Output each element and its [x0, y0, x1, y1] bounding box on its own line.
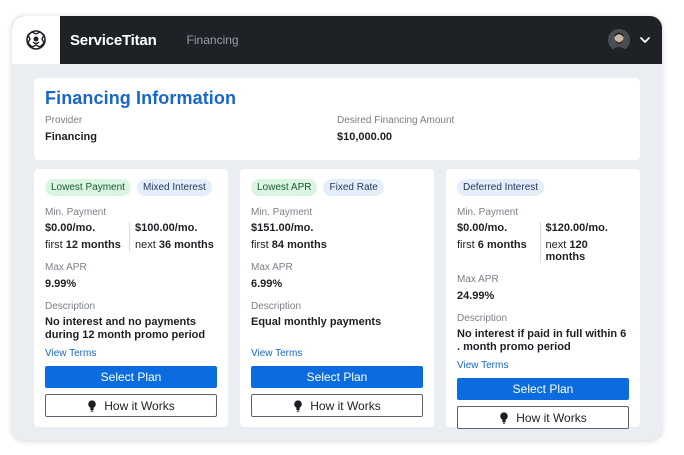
term-value: 120 months — [545, 239, 588, 263]
term-prefix: next — [545, 239, 567, 251]
amount-label: Desired Financing Amount — [337, 115, 455, 126]
apr-label: Max APR — [45, 262, 87, 273]
payment-phase-1: $0.00/mo. first 6 months — [457, 222, 541, 263]
plan-card: Lowest Payment Mixed Interest Min. Payme… — [34, 169, 228, 427]
user-menu[interactable] — [608, 16, 652, 64]
term-prefix: first — [457, 239, 475, 251]
term-value: 36 months — [158, 239, 214, 251]
apr-label: Max APR — [457, 274, 499, 285]
term-value: 84 months — [271, 239, 327, 251]
term-prefix: next — [135, 239, 156, 251]
payment-amount: $0.00/mo. — [457, 222, 508, 234]
term-value: 6 months — [477, 239, 527, 251]
apr-label: Max APR — [251, 262, 293, 273]
payment-phase-1: $151.00/mo. first 84 months — [251, 222, 423, 251]
term-prefix: first — [45, 239, 63, 251]
select-plan-button[interactable]: Select Plan — [457, 378, 629, 400]
description-label: Description — [251, 301, 302, 312]
payment-amount: $120.00/mo. — [545, 222, 608, 234]
select-plan-button[interactable]: Select Plan — [251, 366, 423, 388]
app-window: ServiceTitan Financing Financing Informa… — [12, 16, 662, 440]
lightbulb-icon — [500, 411, 509, 424]
description-value: Equal monthly payments — [251, 316, 382, 328]
description-value: No interest if paid in full within 6 . m… — [457, 328, 627, 353]
min-payment-label: Min. Payment — [457, 207, 519, 218]
top-navbar: ServiceTitan Financing — [12, 16, 662, 64]
payment-amount: $0.00/mo. — [45, 222, 96, 234]
lightbulb-icon — [88, 399, 97, 412]
payment-phase-2: $120.00/mo. next 120 months — [541, 222, 629, 263]
page-title: Financing Information — [45, 88, 237, 108]
plan-tag: Lowest Payment — [45, 179, 131, 196]
payment-phase-1: $0.00/mo. first 12 months — [45, 222, 130, 251]
plan-card: Deferred Interest Min. Payment $0.00/mo.… — [446, 169, 640, 429]
plan-tag: Mixed Interest — [136, 179, 212, 196]
plan-tags: Deferred Interest — [457, 179, 629, 196]
plan-tags: Lowest APR Fixed Rate — [251, 179, 423, 196]
provider-label: Provider — [45, 115, 83, 126]
how-it-works-label: How it Works — [310, 398, 381, 413]
term-prefix: first — [251, 239, 269, 251]
view-terms-link[interactable]: View Terms — [457, 360, 509, 371]
plan-card: Lowest APR Fixed Rate Min. Payment $151.… — [240, 169, 434, 427]
select-plan-button[interactable]: Select Plan — [45, 366, 217, 388]
term-value: 12 months — [65, 239, 121, 251]
user-avatar-icon[interactable] — [608, 29, 630, 51]
how-it-works-label: How it Works — [516, 410, 587, 425]
nav-link-financing[interactable]: Financing — [186, 33, 239, 47]
brand-name[interactable]: ServiceTitan — [70, 31, 157, 49]
chevron-down-icon[interactable] — [638, 33, 652, 47]
payment-amount: $100.00/mo. — [135, 222, 198, 234]
how-it-works-button[interactable]: How it Works — [251, 394, 423, 417]
view-terms-link[interactable]: View Terms — [251, 348, 303, 359]
view-terms-link[interactable]: View Terms — [45, 348, 97, 359]
plan-tag: Lowest APR — [251, 179, 318, 196]
lightbulb-icon — [294, 399, 303, 412]
apr-value: 6.99% — [251, 278, 283, 290]
how-it-works-button[interactable]: How it Works — [45, 394, 217, 417]
amount-field: Desired Financing Amount $10,000.00 — [337, 115, 629, 143]
plan-tags: Lowest Payment Mixed Interest — [45, 179, 217, 196]
payment-phase-2: $100.00/mo. next 36 months — [130, 222, 214, 251]
description-value: No interest and no payments during 12 mo… — [45, 316, 206, 341]
apr-value: 9.99% — [45, 278, 77, 290]
min-payment-label: Min. Payment — [251, 207, 313, 218]
provider-field: Provider Financing — [45, 115, 337, 143]
financing-info-card: Financing Information Provider Financing… — [34, 78, 640, 160]
description-label: Description — [457, 313, 508, 324]
payment-amount: $151.00/mo. — [251, 222, 314, 234]
plan-tag: Deferred Interest — [457, 179, 545, 196]
amount-value: $10,000.00 — [337, 131, 393, 143]
description-label: Description — [45, 301, 96, 312]
plan-tag: Fixed Rate — [323, 179, 384, 196]
provider-value: Financing — [45, 131, 97, 143]
how-it-works-label: How it Works — [104, 398, 175, 413]
how-it-works-button[interactable]: How it Works — [457, 406, 629, 429]
apr-value: 24.99% — [457, 290, 495, 302]
titan-logo-icon[interactable] — [12, 16, 60, 64]
min-payment-label: Min. Payment — [45, 207, 107, 218]
